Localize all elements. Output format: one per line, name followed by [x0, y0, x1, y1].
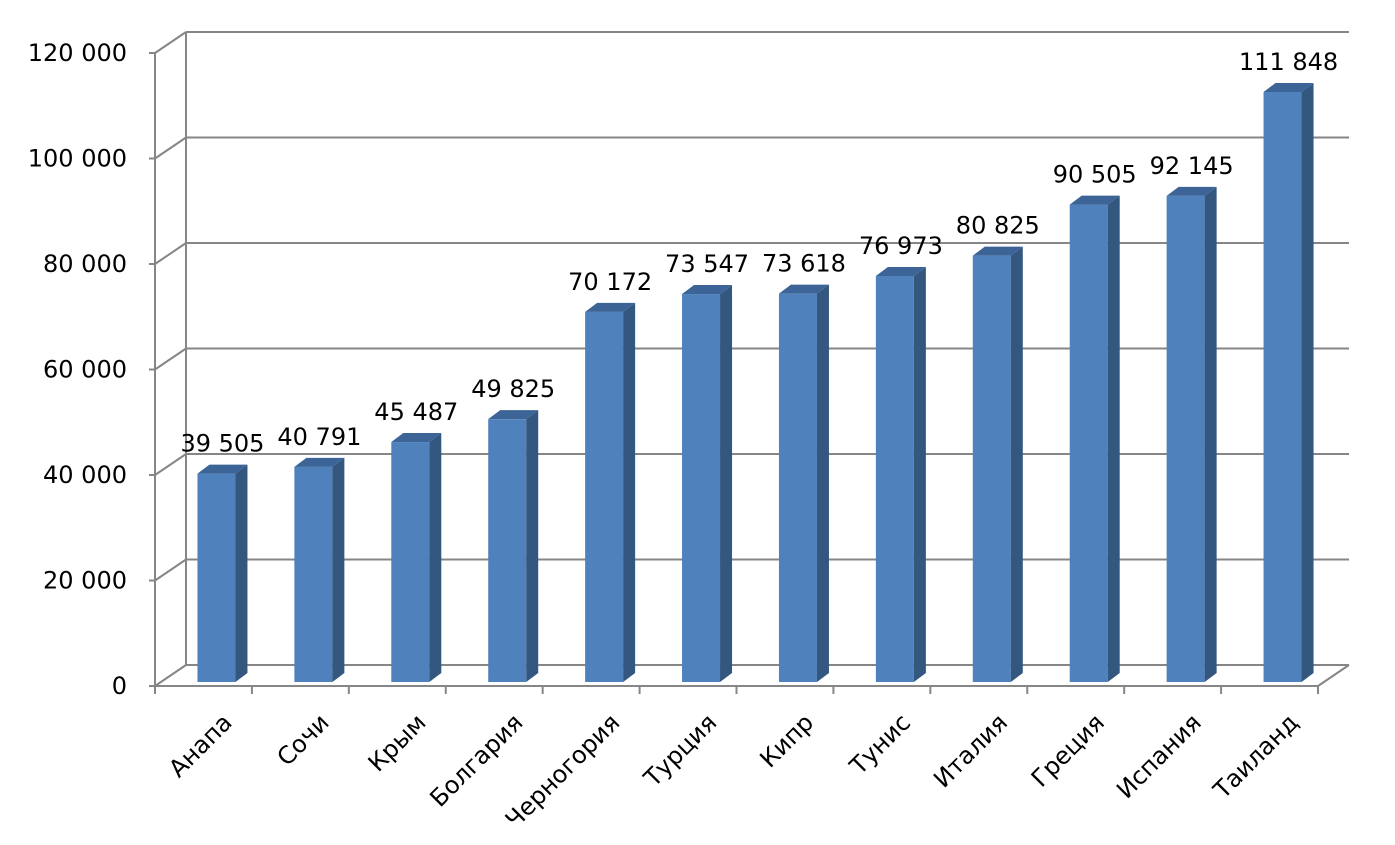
- bar: [682, 285, 733, 682]
- floor-right-edge: [1317, 664, 1350, 687]
- bar-front: [778, 293, 817, 682]
- bar-side: [526, 410, 539, 682]
- gridline-depth: [154, 664, 187, 687]
- y-tick-label: 0: [112, 672, 127, 700]
- y-tick-label: 80 000: [43, 250, 127, 278]
- gridline-depth: [154, 242, 187, 265]
- bar-top: [488, 410, 539, 420]
- bar-front: [1069, 204, 1108, 682]
- gridline-depth: [154, 558, 187, 582]
- category-label: Италия: [928, 708, 1013, 793]
- category-label: Болгария: [424, 708, 528, 812]
- bar-front: [391, 442, 430, 682]
- bar-side: [429, 433, 442, 682]
- axes: [149, 32, 1350, 694]
- data-label: 73 547: [665, 250, 749, 278]
- y-tick-label: 60 000: [43, 356, 127, 384]
- category-label: Крым: [363, 708, 432, 777]
- data-label: 39 505: [180, 430, 264, 458]
- bar: [778, 284, 829, 682]
- bar-top: [972, 246, 1023, 256]
- data-label: 40 791: [277, 423, 361, 451]
- bar: [391, 433, 442, 682]
- category-label: Турция: [638, 708, 722, 792]
- y-tick-label: 40 000: [43, 461, 127, 489]
- bar: [197, 464, 248, 682]
- data-label: 70 172: [568, 268, 652, 296]
- category-label: Сочи: [272, 708, 335, 771]
- bar-side: [816, 284, 829, 682]
- bar: [1069, 195, 1120, 682]
- data-label: 76 973: [859, 232, 943, 260]
- y-tick-label: 100 000: [28, 145, 127, 173]
- bar-front: [972, 255, 1011, 682]
- bar: [585, 302, 636, 682]
- bar-top: [1069, 195, 1120, 205]
- bar-top: [391, 433, 442, 443]
- data-label: 73 618: [762, 250, 846, 278]
- y-tick-label: 20 000: [43, 567, 127, 595]
- bar-front: [875, 275, 914, 682]
- bar-top: [294, 457, 345, 467]
- data-label: 111 848: [1239, 48, 1338, 76]
- bar-top: [682, 285, 733, 295]
- gridline-depth: [154, 347, 187, 371]
- bar-side: [623, 302, 636, 682]
- data-label: 90 505: [1053, 161, 1137, 189]
- bars: [197, 83, 1314, 682]
- bar: [488, 410, 539, 682]
- data-label: 80 825: [956, 212, 1040, 240]
- bar-top: [778, 284, 829, 294]
- bar-top: [197, 464, 248, 474]
- y-tick-label: 120 000: [28, 39, 127, 67]
- bar: [1166, 186, 1217, 682]
- bar: [972, 246, 1023, 682]
- gridline-depth: [154, 453, 187, 476]
- bar: [875, 266, 926, 682]
- bar-top: [1166, 186, 1217, 196]
- category-label: Тунис: [844, 708, 916, 780]
- bar-side: [1301, 83, 1314, 682]
- bar: [1263, 83, 1314, 682]
- bar-front: [682, 294, 721, 682]
- bar-front: [1166, 195, 1205, 682]
- bar-side: [720, 285, 733, 682]
- category-label: Испания: [1111, 708, 1207, 804]
- bar-side: [913, 266, 926, 682]
- data-label: 92 145: [1150, 152, 1234, 180]
- bar-front: [585, 311, 624, 682]
- category-label: Таиланд: [1207, 708, 1303, 804]
- bar-front: [1263, 92, 1302, 682]
- bar-front: [197, 473, 236, 682]
- category-label: Греция: [1026, 708, 1110, 792]
- bar-front: [488, 419, 527, 682]
- bar-top: [585, 302, 636, 312]
- data-label: 45 487: [374, 398, 458, 426]
- bar-side: [235, 464, 248, 682]
- bar-front: [294, 466, 333, 682]
- bar-top: [875, 266, 926, 276]
- bar: [294, 457, 345, 682]
- bar-side: [332, 457, 345, 682]
- bar-side: [1010, 246, 1023, 682]
- bar-side: [1204, 186, 1217, 682]
- bar-top: [1263, 83, 1314, 93]
- gridlines: [154, 31, 1349, 687]
- category-label: Кипр: [754, 708, 819, 773]
- data-label: 49 825: [471, 375, 555, 403]
- category-label: Анапа: [163, 708, 237, 782]
- gridline-depth: [154, 136, 187, 160]
- bar-side: [1107, 195, 1120, 682]
- gridline-depth: [154, 31, 187, 54]
